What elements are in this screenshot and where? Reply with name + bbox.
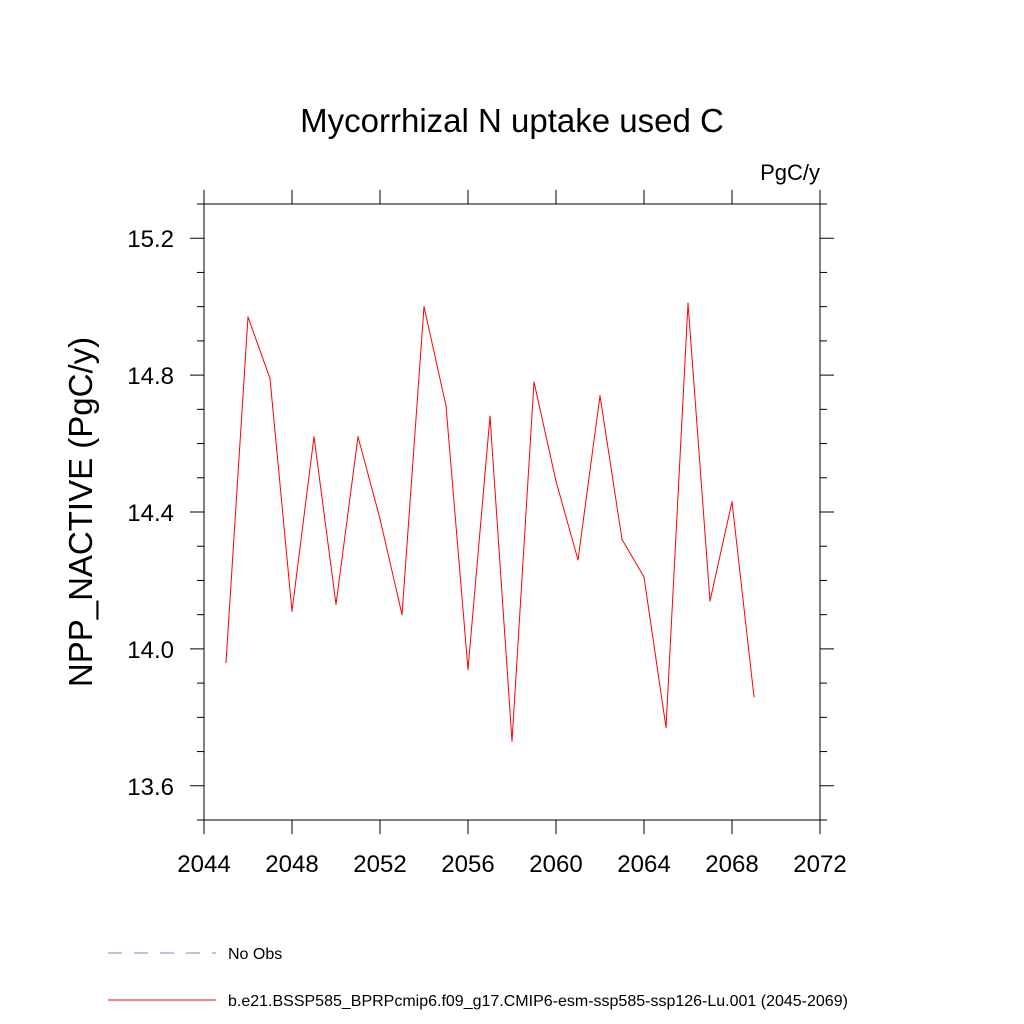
x-tick-label: 2072 [793, 851, 846, 878]
x-ticks: 2044 2048 2052 2056 2060 2064 2068 2072 [177, 190, 847, 878]
data-point [731, 501, 733, 503]
x-tick-label: 2044 [177, 851, 230, 878]
data-point [401, 614, 403, 616]
data-point [269, 377, 271, 380]
data-point [709, 600, 711, 602]
data-point [511, 740, 513, 742]
plot-frame [203, 203, 821, 821]
series-layer [225, 302, 755, 742]
data-point [379, 518, 381, 520]
data-point [621, 538, 623, 540]
chart-title: Mycorrhizal N uptake used C [300, 102, 724, 139]
x-tick-label: 2052 [353, 851, 406, 878]
data-point [489, 415, 491, 417]
data-point [247, 316, 249, 318]
data-point [313, 436, 315, 438]
y-tick-label: 14.8 [127, 363, 174, 390]
y-tick-label: 14.0 [127, 637, 174, 664]
x-tick-label: 2056 [441, 851, 494, 878]
x-tick-label: 2060 [529, 851, 582, 878]
data-point [577, 559, 579, 561]
legend: No Obs b.e21.BSSP585_BPRPcmip6.f09_g17.CM… [108, 946, 848, 1010]
data-point [533, 381, 535, 383]
data-point [357, 436, 359, 438]
data-point [423, 306, 425, 308]
legend-label: No Obs [228, 946, 282, 963]
data-point [643, 576, 645, 578]
data-point [225, 661, 227, 664]
legend-label: b.e21.BSSP585_BPRPcmip6.f09_g17.CMIP6-es… [228, 993, 848, 1010]
y-axis-label: NPP_NACTIVE (PgC/y) [62, 337, 99, 687]
data-point [599, 395, 601, 397]
x-tick-label: 2064 [617, 851, 670, 878]
units-label: PgC/y [760, 160, 820, 185]
y-tick-label: 15.2 [127, 226, 174, 253]
data-point [467, 668, 469, 671]
data-point [555, 480, 557, 482]
y-tick-label: 13.6 [127, 774, 174, 801]
x-tick-label: 2068 [705, 851, 758, 878]
data-point [445, 405, 447, 407]
series-line [225, 303, 755, 742]
y-ticks: 13.6 14.0 14.4 14.8 15.2 [127, 203, 834, 821]
data-point [753, 696, 755, 698]
data-point [687, 302, 689, 304]
y-tick-label: 14.4 [127, 500, 174, 527]
x-tick-label: 2048 [265, 851, 318, 878]
data-point [291, 610, 293, 612]
data-point [335, 603, 337, 606]
data-point [665, 727, 667, 729]
